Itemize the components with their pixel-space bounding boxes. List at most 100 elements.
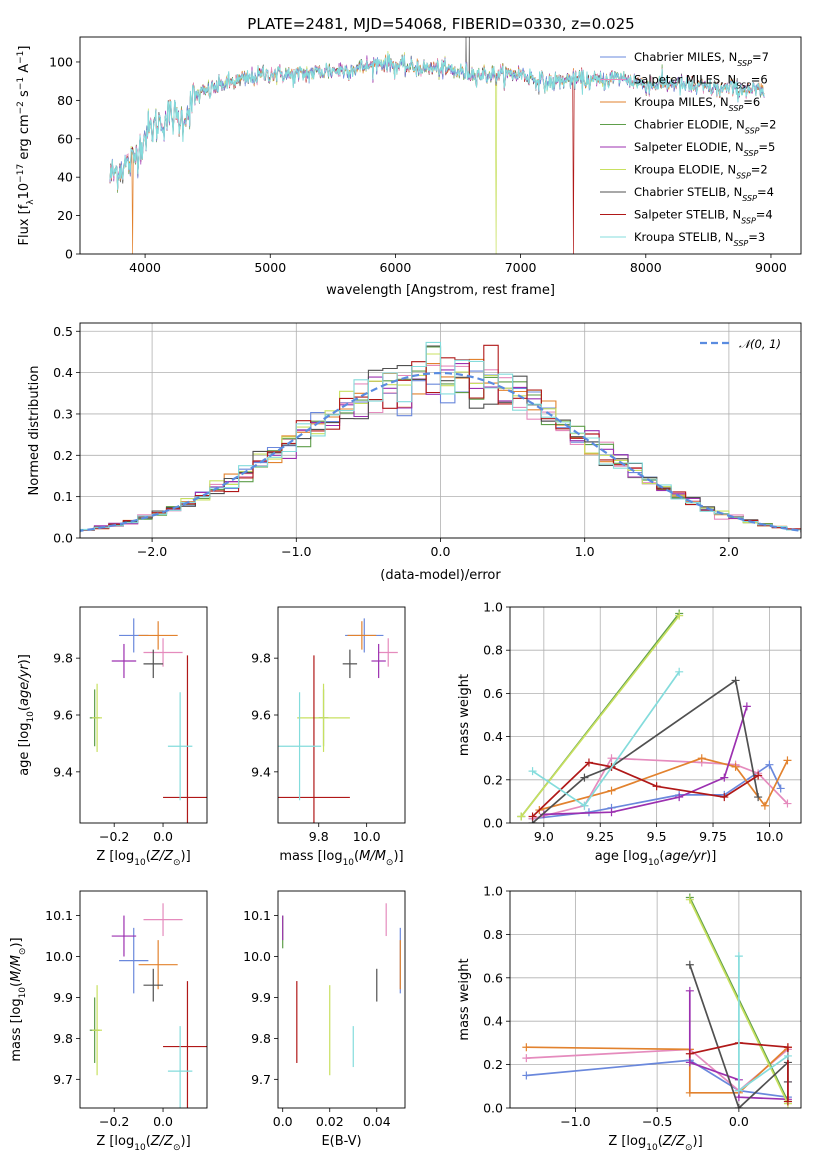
y-axis-label: mass weight (457, 674, 472, 756)
x-axis-label: E(B-V) (321, 1134, 361, 1149)
y-tick-label: 0.4 (483, 729, 503, 744)
x-tick-label: 9.8 (309, 829, 329, 844)
axes-frame (79, 890, 208, 1109)
massweight-marker (685, 1088, 694, 1097)
massweight-marker (783, 756, 792, 765)
massweight-marker (731, 762, 740, 771)
errorbar-point (143, 649, 164, 679)
massweight-series-line (689, 1042, 789, 1102)
errorbar-point (278, 692, 322, 801)
axes-frame (79, 322, 802, 539)
massweight-marker (783, 1097, 792, 1106)
y-tick-label: 9.9 (251, 990, 271, 1005)
x-tick-label: 6000 (380, 260, 412, 275)
normal-reference-curve (80, 372, 801, 532)
massweight-marker (580, 801, 589, 810)
y-axis-label: mass [log10(M/M⊙)] (9, 937, 28, 1061)
massweight-marker (731, 676, 740, 685)
massweight-marker (734, 1086, 743, 1095)
y-tick-label: 0.2 (483, 772, 503, 787)
massweight-marker (783, 1043, 792, 1052)
histogram-plot-area (80, 341, 801, 533)
spectrum-series-line (109, 53, 765, 190)
spectrum-panel: 4000 5000 6000 7000 8000 9000 0 20 40 60 80 100 wave… (16, 36, 802, 298)
x-tick-label: 9.25 (586, 829, 614, 844)
y-axis-label: age [log10(age/yr)] (17, 654, 36, 776)
y-tick-label: 9.8 (251, 1031, 271, 1046)
axes-frame (79, 36, 802, 255)
massweight-series-line (539, 757, 789, 811)
x-tick-label: 1.0 (575, 544, 595, 559)
errorbar-point (378, 638, 398, 667)
y-tick-label: 0.8 (483, 927, 503, 942)
errorbar-point (278, 655, 350, 823)
x-axis-label: Z [log10(Z/Z⊙)] (96, 849, 190, 868)
massweight-marker (607, 754, 616, 763)
massweight-marker (522, 1054, 531, 1063)
massweight-marker (652, 782, 661, 791)
legend-entry: Kroupa ELODIE, NSSP=2 (634, 163, 768, 181)
errorbar-point (297, 683, 350, 752)
x-tick-label: −1.0 (560, 1114, 590, 1129)
massweight-marker (528, 812, 537, 821)
y-tick-label: 0.1 (53, 489, 73, 504)
x-axis-label: Z [log10(Z/Z⊙)] (96, 1134, 190, 1153)
massweight-marker (734, 952, 743, 961)
y-tick-label: 9.6 (251, 708, 271, 723)
massweight-marker (607, 786, 616, 795)
x-tick-label: −0.2 (99, 1114, 129, 1129)
y-tick-label: 9.7 (251, 1072, 271, 1087)
y-tick-label: 9.8 (251, 651, 271, 666)
massweight-marker (697, 754, 706, 763)
axes-frame (79, 606, 208, 824)
x-tick-label: 0.0 (431, 544, 451, 559)
y-tick-label: 40 (57, 170, 73, 185)
massweight-series-line (532, 761, 759, 818)
y-tick-label: 0.6 (483, 686, 503, 701)
legend-entry: Salpeter MILES, NSSP=6 (634, 73, 768, 91)
y-tick-label: 10.1 (243, 908, 271, 923)
massweight-marker (528, 767, 537, 776)
massweight-plot-area (517, 609, 792, 823)
y-tick-label: 1.0 (483, 600, 503, 615)
y-tick-label: 0.4 (483, 1014, 503, 1029)
x-tick-label: 0.02 (316, 1114, 344, 1129)
massweight-vs-age-panel: 9.0 9.25 9.5 9.75 10.0 0.0 0.2 0.4 0.6 0.8 1.0 age … (457, 600, 802, 868)
y-tick-label: 1.0 (483, 884, 503, 899)
legend-entry: Kroupa MILES, NSSP=6 (634, 95, 760, 113)
x-tick-label: 9000 (755, 260, 787, 275)
y-tick-label: 0.4 (53, 365, 73, 380)
legend-entry: Salpeter STELIB, NSSP=4 (634, 208, 773, 226)
x-axis-label: mass [log10(M/M⊙)] (279, 849, 403, 868)
massweight-series-line (520, 615, 680, 818)
x-axis-label: wavelength [Angstrom, rest frame] (326, 283, 555, 298)
x-tick-label: 7000 (505, 260, 537, 275)
errorbar-point (143, 638, 183, 667)
errorbar-point (92, 683, 102, 752)
figure-title: PLATE=2481, MJD=54068, FIBERID=0330, z=0… (247, 15, 634, 33)
errorbar-point (163, 981, 207, 1108)
massweight-marker (675, 667, 684, 676)
legend-entry: Salpeter ELODIE, NSSP=5 (634, 140, 775, 158)
massweight-plot-area (522, 893, 792, 1108)
massweight-marker (754, 771, 763, 780)
massweight-marker (685, 986, 694, 995)
x-tick-label: 0.04 (363, 1114, 391, 1129)
x-tick-label: 0.0 (729, 1114, 749, 1129)
legend-entry: Chabrier ELODIE, NSSP=2 (634, 118, 776, 136)
massweight-marker (783, 1051, 792, 1060)
massweight-marker (776, 784, 785, 793)
errorbar-point (167, 1026, 193, 1108)
errorbar-point (111, 643, 137, 679)
errorbar-plot-area (89, 618, 207, 823)
y-tick-label: 0.0 (53, 531, 73, 546)
y-tick-label: 0.0 (483, 1101, 503, 1116)
y-axis-label: Flux [fλ10−17 erg cm−2 s−1 A−1] (16, 46, 36, 246)
massweight-marker (584, 758, 593, 767)
x-tick-label: 9.0 (534, 829, 554, 844)
errorbar-point (138, 940, 178, 990)
y-tick-label: 80 (57, 93, 73, 108)
y-tick-label: 9.6 (53, 708, 73, 723)
age-vs-Z-panel: −0.2 0.0 9.4 9.6 9.8 Z [log10(Z/Z⊙)] age [log1… (17, 606, 208, 868)
